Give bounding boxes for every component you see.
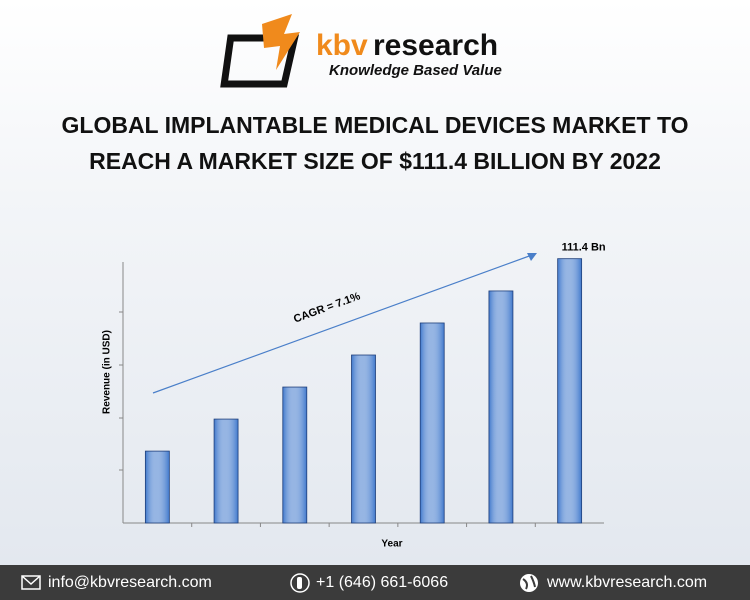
bar <box>419 322 445 524</box>
logo <box>220 14 300 88</box>
y-axis-title: Revenue (in USD) <box>102 330 113 414</box>
footer <box>0 565 750 600</box>
arrow-head <box>527 253 537 261</box>
mail-icon <box>21 575 41 590</box>
phone[interactable]: +1 (646) 661-6066 <box>316 574 448 591</box>
bar <box>351 354 376 524</box>
tagline: Knowledge Based Value <box>329 62 502 79</box>
bar <box>213 418 239 524</box>
bar <box>488 290 514 524</box>
brand-name: research <box>373 29 498 62</box>
title: REACH A MARKET SIZE OF $111.4 BILLION BY… <box>89 148 661 174</box>
web-icon <box>520 574 538 592</box>
phone-icon <box>290 573 310 593</box>
title: GLOBAL IMPLANTABLE MEDICAL DEVICES MARKE… <box>62 112 689 138</box>
website[interactable]: www.kbvresearch.com <box>546 574 707 591</box>
bar <box>282 386 308 524</box>
email[interactable]: info@kbvresearch.com <box>48 574 212 591</box>
x-axis-title: Year <box>381 539 402 550</box>
brand: kbv <box>316 29 368 62</box>
bar <box>144 450 170 524</box>
trend-arrow <box>152 254 533 394</box>
bar <box>557 258 583 524</box>
value-label: 111.4 Bn <box>562 242 606 254</box>
